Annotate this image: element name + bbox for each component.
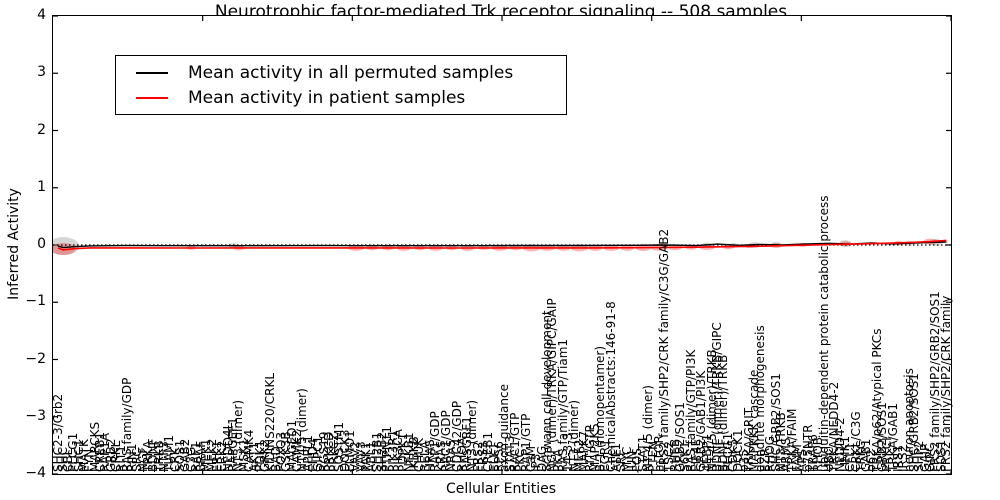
legend-line-patient-icon: [136, 96, 168, 99]
y-tick-label: 1: [37, 178, 46, 195]
legend-label-permuted: Mean activity in all permuted samples: [188, 62, 514, 83]
y-tick-label: −1: [25, 293, 46, 310]
y-tick-label: 2: [37, 121, 46, 138]
x-axis-label: Cellular Entities: [445, 481, 557, 497]
legend-row-patient: Mean activity in patient samples: [126, 88, 556, 108]
line-mean-patient: [57, 239, 947, 251]
y-tick-label: 0: [37, 236, 46, 252]
y-tick-label: −3: [25, 407, 46, 424]
y-tick-label: −2: [25, 350, 46, 367]
legend-label-patient: Mean activity in patient samples: [188, 87, 466, 108]
marker-permuted: [53, 237, 80, 256]
y-tick-label: 3: [37, 64, 46, 81]
plot-area: SHC2-3/Grb2 SHC CBL PLCG1 SHC1 MATK FYN MARCKS C…: [51, 15, 953, 475]
legend-row-permuted: Mean activity in all permuted samples: [126, 63, 556, 83]
y-tick-label: −4: [25, 465, 46, 481]
plot-canvas: [53, 16, 951, 474]
y-tick-label: 4: [37, 7, 46, 23]
legend-line-permuted-icon: [136, 71, 168, 74]
legend-box: Mean activity in all permuted samples Me…: [115, 55, 567, 115]
